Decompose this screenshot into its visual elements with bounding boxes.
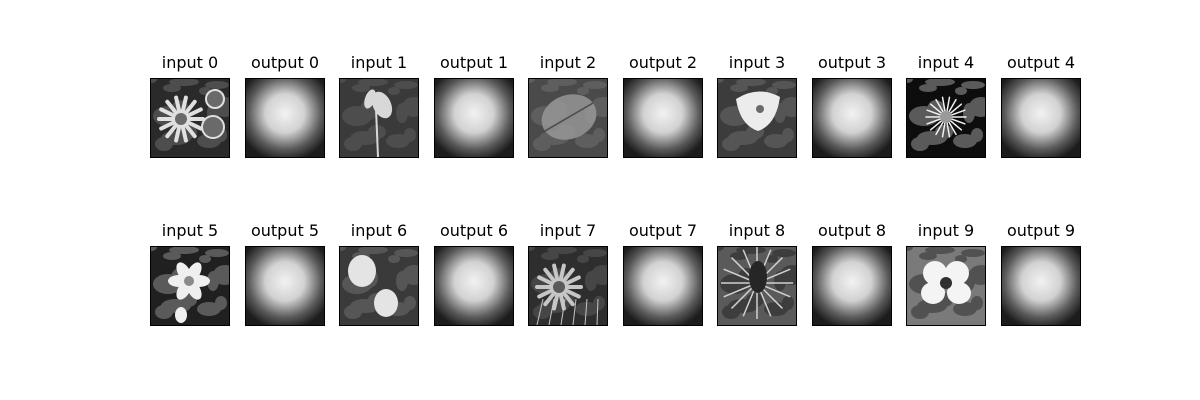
panel-title: output 1 <box>439 53 509 72</box>
panel-title: output 0 <box>250 53 320 72</box>
panel-title: input 8 <box>728 221 786 240</box>
panel-title: output 6 <box>439 221 509 240</box>
panel-title: output 7 <box>628 221 698 240</box>
flower-photo <box>348 255 398 317</box>
input-image <box>150 78 230 158</box>
output-image <box>434 78 514 158</box>
panel-title: output 2 <box>628 53 698 72</box>
panel-title: input 1 <box>350 53 408 72</box>
panel-title: input 9 <box>917 221 975 240</box>
flower-photo <box>535 263 599 325</box>
panel-title: output 8 <box>817 221 887 240</box>
input-image <box>717 246 797 326</box>
flower-photo <box>541 94 597 140</box>
input-image <box>528 78 608 158</box>
output-image <box>434 246 514 326</box>
output-image <box>245 246 325 326</box>
output-image <box>623 246 703 326</box>
flower-photo <box>736 91 780 131</box>
input-image <box>906 246 986 326</box>
panel-title: input 2 <box>539 53 597 72</box>
output-image <box>812 78 892 158</box>
blurred-reconstruction <box>435 247 513 325</box>
blurred-reconstruction <box>435 79 513 157</box>
panel-title: input 0 <box>161 53 219 72</box>
output-image <box>1001 78 1081 158</box>
flower-photo <box>364 89 393 157</box>
panel-title: output 3 <box>817 53 887 72</box>
flower-photo <box>157 89 225 143</box>
blurred-reconstruction <box>624 79 702 157</box>
flower-photo <box>921 261 971 304</box>
blurred-reconstruction <box>246 79 324 157</box>
panel-title: output 5 <box>250 221 320 240</box>
input-image <box>906 78 986 158</box>
input-image <box>717 78 797 158</box>
input-image <box>339 78 419 158</box>
flower-photo <box>168 262 210 323</box>
panel-title: input 4 <box>917 53 975 72</box>
output-image <box>245 78 325 158</box>
panel-title: output 4 <box>1006 53 1076 72</box>
output-image <box>1001 246 1081 326</box>
panel-title: input 3 <box>728 53 786 72</box>
flower-photo <box>721 247 793 319</box>
blurred-reconstruction <box>1002 79 1080 157</box>
output-image <box>812 246 892 326</box>
blurred-reconstruction <box>813 247 891 325</box>
input-image <box>339 246 419 326</box>
blurred-reconstruction <box>246 247 324 325</box>
output-image <box>623 78 703 158</box>
panel-title: input 7 <box>539 221 597 240</box>
input-image <box>150 246 230 326</box>
blurred-reconstruction <box>624 247 702 325</box>
panel-title: input 6 <box>350 221 408 240</box>
blurred-reconstruction <box>813 79 891 157</box>
flower-photo <box>925 96 967 138</box>
panel-title: output 9 <box>1006 221 1076 240</box>
blurred-reconstruction <box>1002 247 1080 325</box>
input-image <box>528 246 608 326</box>
panel-title: input 5 <box>161 221 219 240</box>
